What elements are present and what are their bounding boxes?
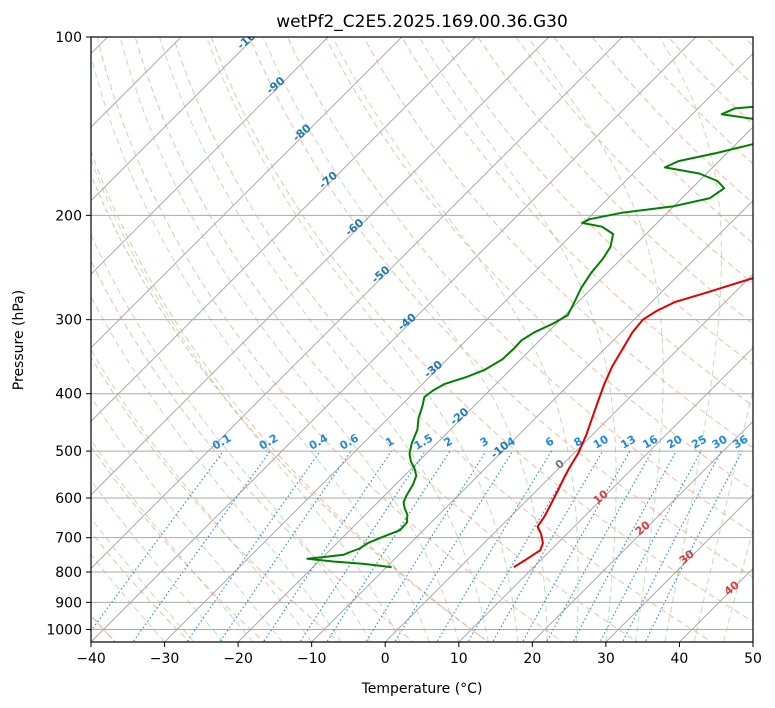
mixing-ratio-line bbox=[262, 450, 392, 642]
y-axis-ticks: 100 200 300 400 500 600 700 800 900 1000 bbox=[46, 30, 91, 638]
y-axis-label: Pressure (hPa) bbox=[11, 290, 27, 390]
mixing-ratio-line bbox=[326, 450, 451, 642]
dry-adiabat-line bbox=[439, 37, 753, 366]
x-tick-label: 10 bbox=[450, 651, 468, 667]
y-tick-label: 500 bbox=[55, 444, 82, 460]
x-tick-label: 20 bbox=[523, 651, 541, 667]
axes-frame bbox=[90, 36, 754, 643]
moist-adiabat-line bbox=[658, 37, 722, 642]
isotherm-line bbox=[91, 37, 476, 423]
x-tick-label: 0 bbox=[381, 651, 390, 667]
temperature-trace bbox=[513, 277, 753, 569]
moist-adiabat-line bbox=[262, 37, 548, 642]
dry-adiabat-line bbox=[172, 37, 713, 642]
x-tick-label: −40 bbox=[76, 651, 106, 667]
moist-adiabat-line bbox=[206, 37, 519, 642]
moist-adiabat-line bbox=[91, 54, 430, 642]
y-tick-label: 1000 bbox=[46, 622, 82, 638]
mixing-ratio-line bbox=[365, 450, 487, 642]
isobar-grid bbox=[91, 37, 753, 630]
dry-adiabat-line bbox=[210, 37, 753, 623]
mixing-ratio-line bbox=[219, 450, 352, 642]
x-tick-label: 40 bbox=[671, 651, 689, 667]
moist-adiabat-line bbox=[91, 479, 224, 642]
isotherm-line bbox=[311, 199, 753, 642]
isotherm-line bbox=[458, 347, 753, 642]
moist-adiabat-line bbox=[693, 387, 753, 642]
mixing-ratio-line bbox=[394, 450, 514, 642]
dry-adiabat-line bbox=[91, 445, 265, 642]
chart-title: wetPf2_C2E5.2025.169.00.36.G30 bbox=[276, 12, 568, 32]
mixing-ratio-line bbox=[91, 450, 224, 632]
y-tick-label: 600 bbox=[55, 491, 82, 507]
x-tick-label: −20 bbox=[223, 651, 253, 667]
mixing-ratio-line bbox=[467, 450, 581, 642]
mixing-ratio-line bbox=[299, 450, 426, 642]
mixing-ratio-line bbox=[132, 450, 271, 642]
dry-adiabat-line bbox=[248, 37, 753, 578]
dewpoint-trace bbox=[306, 105, 753, 569]
mixing-ratio-line bbox=[185, 450, 321, 642]
sounding-series bbox=[306, 105, 753, 569]
moist-adiabat-line bbox=[119, 37, 460, 642]
isotherm-line bbox=[91, 37, 697, 642]
moist-adiabat-line bbox=[91, 396, 283, 642]
isotherm-line bbox=[605, 494, 753, 642]
isotherm-line bbox=[91, 37, 623, 570]
isotherm-line bbox=[164, 52, 753, 642]
isotherm-grid bbox=[91, 37, 753, 642]
isotherm-line bbox=[91, 37, 403, 349]
y-tick-label: 800 bbox=[55, 565, 82, 581]
theta-e-line bbox=[91, 173, 490, 642]
isotherm-line bbox=[384, 273, 753, 642]
moist-adiabat-line bbox=[91, 295, 342, 642]
moist-adiabats bbox=[91, 37, 753, 642]
dry-adiabat-line bbox=[325, 37, 753, 491]
x-axis-label: Temperature (°C) bbox=[361, 681, 483, 697]
plot-area: 0.1 0.2 0.4 0.6 1 1.5 2 3 4 6 8 10 13 16 20 25 30 36-100-… bbox=[91, 37, 753, 642]
x-tick-label: 50 bbox=[744, 651, 762, 667]
moist-adiabat-line bbox=[91, 157, 401, 642]
mixing-ratio-lines bbox=[91, 450, 743, 642]
x-tick-label: −10 bbox=[297, 651, 327, 667]
dry-adiabat-line bbox=[134, 37, 639, 642]
dry-adiabat-line bbox=[287, 37, 753, 534]
dry-adiabat-line bbox=[91, 259, 415, 642]
moist-adiabat-line bbox=[159, 37, 489, 642]
y-tick-label: 200 bbox=[55, 208, 82, 224]
dry-adiabat-line bbox=[363, 37, 753, 449]
x-tick-label: −30 bbox=[150, 651, 180, 667]
isotherm-line bbox=[91, 37, 256, 202]
mixing-ratio-line bbox=[621, 450, 722, 642]
moist-adiabat-line bbox=[91, 233, 371, 642]
dry-adiabat-line bbox=[96, 37, 564, 642]
moist-adiabat-line bbox=[91, 553, 165, 642]
moist-adiabat-line bbox=[527, 37, 664, 642]
moist-adiabat-line bbox=[332, 37, 579, 642]
y-tick-label: 100 bbox=[55, 30, 82, 46]
dry-adiabat-line bbox=[477, 37, 753, 325]
y-tick-label: 700 bbox=[55, 531, 82, 547]
y-tick-label: 400 bbox=[55, 387, 82, 403]
isotherm-line bbox=[531, 420, 753, 642]
moist-adiabat-line bbox=[91, 517, 195, 642]
isotherm-line bbox=[91, 37, 550, 496]
x-tick-label: 30 bbox=[597, 651, 615, 667]
isotherm-line bbox=[237, 126, 753, 642]
moist-adiabat-line bbox=[723, 528, 753, 642]
x-axis-ticks: −40 −30 −20 −10 0 10 20 30 40 50 bbox=[76, 642, 762, 667]
y-tick-label: 900 bbox=[55, 595, 82, 611]
dry-adiabat-line bbox=[401, 37, 753, 407]
mixing-ratio-line bbox=[572, 450, 677, 642]
isotherm-line bbox=[91, 37, 329, 275]
y-tick-label: 300 bbox=[55, 313, 82, 329]
moist-adiabat-line bbox=[91, 439, 254, 642]
theta-e-lines bbox=[91, 173, 490, 642]
mixing-ratio-line bbox=[599, 450, 702, 642]
moist-adiabat-line bbox=[418, 37, 617, 642]
dry-adiabat-line bbox=[91, 356, 340, 642]
